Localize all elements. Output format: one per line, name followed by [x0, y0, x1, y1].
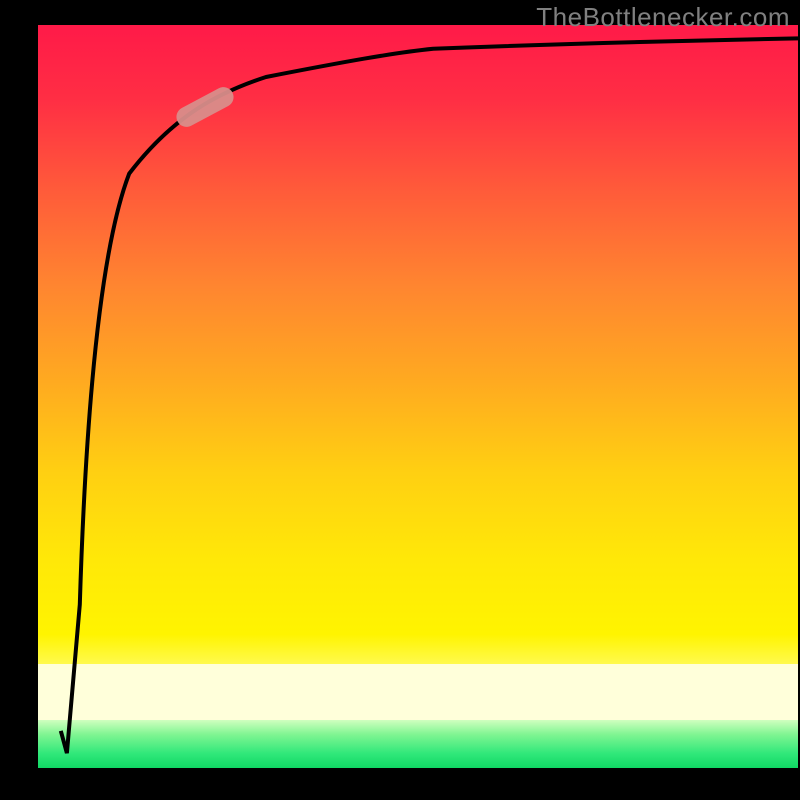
watermark-label: TheBottlenecker.com	[536, 2, 790, 33]
figure-root: TheBottlenecker.com	[0, 0, 800, 800]
plot-area	[38, 25, 798, 768]
bottleneck-curve	[38, 25, 798, 768]
